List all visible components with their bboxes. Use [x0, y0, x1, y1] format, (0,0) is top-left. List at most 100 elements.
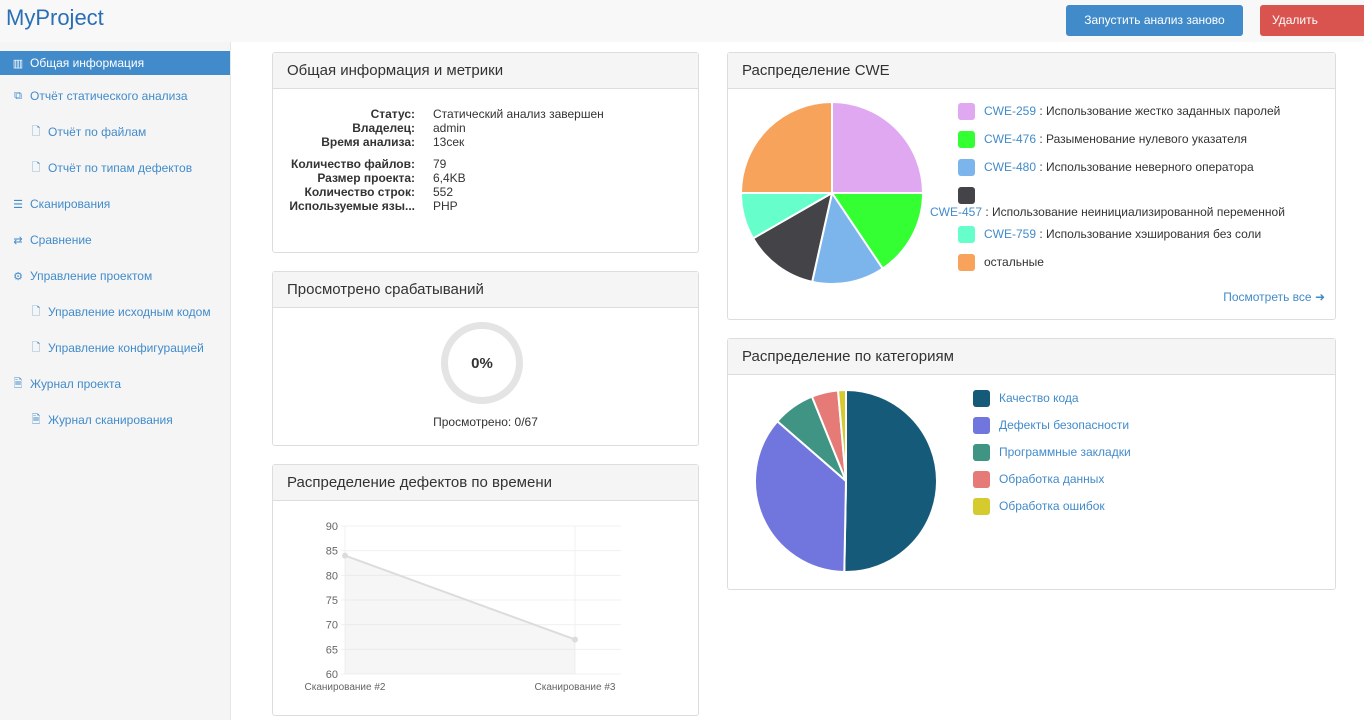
cwe-link[interactable]: CWE-480 [984, 160, 1037, 174]
pie-slice[interactable] [843, 388, 938, 573]
panel-title: Распределение CWE [728, 53, 1335, 89]
info-value: 552 [433, 185, 454, 199]
info-value: 6,4KB [433, 171, 466, 185]
info-value: 79 [433, 157, 447, 171]
info-row: Количество строк: 552 [273, 185, 698, 199]
legend-swatch [958, 103, 975, 120]
info-value: 13сек [433, 135, 465, 149]
y-tick-label: 75 [326, 595, 338, 607]
gear-icon: ⚙ [13, 270, 23, 283]
sidebar-item-label: Общая информация [30, 56, 145, 70]
file-icon: 🗋 [31, 161, 41, 174]
legend-swatch [958, 187, 975, 204]
y-tick-label: 60 [326, 669, 338, 681]
info-key: Используемые язы... [289, 199, 415, 213]
legend-swatch [973, 417, 990, 434]
categories-pie-chart [754, 388, 938, 574]
sidebar-item[interactable]: 🗋 Управление конфигурацией [0, 330, 230, 366]
sidebar-item[interactable]: 🗋 Отчёт по файлам [0, 114, 230, 150]
legend-swatch [973, 471, 990, 488]
info-value: PHP [433, 199, 458, 213]
sidebar-item[interactable]: 🗋 Управление исходным кодом [0, 294, 230, 330]
info-value: admin [433, 121, 466, 135]
legend-text: CWE-259 : Использование жестко заданных … [984, 103, 1280, 119]
sidebar: ▥ Общая информация ⧉ Отчёт статического ана… [0, 42, 231, 720]
y-tick-label: 65 [326, 644, 338, 656]
pie-slice[interactable] [831, 100, 925, 194]
sidebar-item[interactable]: ▥ Общая информация [0, 51, 230, 75]
data-point[interactable] [572, 636, 578, 643]
info-row: Размер проекта: 6,4KB [273, 171, 698, 185]
progress-percent: 0% [471, 354, 493, 372]
sidebar-item[interactable]: 🗎 Журнал сканирования [0, 402, 230, 438]
file-icon: 🗋 [31, 125, 41, 138]
cwe-description: : Разыменование нулевого указателя [1036, 132, 1247, 146]
legend-swatch [958, 131, 975, 148]
info-row: Количество файлов: 79 [273, 157, 698, 171]
arrow-circle-right-icon: ➜ [1314, 290, 1325, 304]
cwe-panel: Распределение CWE CWE-259 : Использовани… [727, 52, 1336, 320]
panel-title: Просмотрено срабатываний [273, 272, 698, 308]
legend-item: Дефекты безопасности [973, 417, 1131, 434]
cwe-description: : Использование хэширования без соли [1036, 227, 1262, 241]
sidebar-item[interactable]: ☰ Сканирования [0, 186, 230, 222]
reviewed-caption: Просмотрено: 0/67 [433, 415, 538, 429]
category-link[interactable]: Программные закладки [999, 445, 1131, 459]
cwe-link[interactable]: CWE-476 [984, 132, 1037, 146]
pie-slice[interactable] [830, 192, 925, 270]
info-key: Статус: [370, 107, 415, 121]
sidebar-item-label: Управление проектом [30, 269, 153, 283]
category-link[interactable]: Обработка ошибок [999, 499, 1105, 513]
panel-title: Распределение дефектов по времени [273, 465, 698, 501]
y-tick-label: 90 [326, 521, 338, 533]
copy-icon: ⧉ [14, 89, 22, 102]
pie-slice[interactable] [739, 100, 833, 194]
pie-slice[interactable] [836, 388, 847, 482]
info-row: Владелец: admin [273, 121, 698, 135]
cwe-link[interactable]: CWE-457 [930, 205, 983, 219]
cwe-link[interactable]: CWE-259 [984, 104, 1037, 118]
category-link[interactable]: Дефекты безопасности [999, 418, 1130, 432]
legend-item: CWE-480 : Использование неверного операт… [958, 159, 1328, 176]
area-fill [345, 555, 575, 674]
info-panel: Общая информация и метрики Статус: Статич… [272, 52, 699, 253]
pie-slice[interactable] [754, 419, 848, 574]
legend-swatch [958, 226, 975, 243]
pie-slice[interactable] [751, 191, 834, 284]
brand-title[interactable]: MyProject [6, 5, 104, 30]
view-all-label[interactable]: Посмотреть все [1223, 290, 1312, 304]
sidebar-item[interactable]: ⇄ Сравнение [0, 222, 230, 258]
categories-panel: Распределение по категориям Качество код… [727, 338, 1336, 590]
legend-text: CWE-759 : Использование хэширования без … [984, 226, 1261, 242]
file-icon: 🗋 [31, 341, 41, 354]
cwe-description: остальные [984, 255, 1044, 269]
sidebar-item-label: Управление исходным кодом [48, 305, 211, 319]
sidebar-item[interactable]: ⚙ Управление проектом [0, 258, 230, 294]
category-link[interactable]: Обработка данных [999, 472, 1105, 486]
sidebar-item[interactable]: 🗎 Журнал проекта [0, 366, 230, 402]
file-icon: 🗋 [31, 305, 41, 318]
rerun-analysis-button[interactable]: Запустить анализ заново [1066, 5, 1243, 36]
info-key: Время анализа: [321, 135, 415, 149]
cwe-link[interactable]: CWE-759 [984, 227, 1037, 241]
y-tick-label: 70 [326, 620, 338, 632]
legend-item: CWE-759 : Использование хэширования без … [958, 226, 1328, 243]
info-key: Владелец: [352, 121, 415, 135]
file-text-icon: 🗎 [13, 377, 23, 390]
sidebar-item[interactable]: 🗋 Отчёт по типам дефектов [0, 150, 230, 186]
legend-item: Программные закладки [973, 444, 1131, 461]
delete-project-button[interactable]: Удалить проект [1260, 5, 1364, 58]
data-point[interactable] [342, 552, 348, 559]
sidebar-item[interactable]: ⧉ Отчёт статического анализа [0, 78, 230, 114]
list-icon: ☰ [13, 198, 23, 211]
sidebar-item-label: Отчёт статического анализа [30, 89, 188, 103]
category-link[interactable]: Качество кода [999, 391, 1079, 405]
legend-text: CWE-480 : Использование неверного операт… [984, 159, 1254, 175]
legend-item: CWE-259 : Использование жестко заданных … [958, 103, 1328, 120]
pie-slice[interactable] [810, 190, 885, 285]
info-row: Используемые язы... PHP [273, 199, 698, 213]
cwe-legend: CWE-259 : Использование жестко заданных … [930, 103, 1328, 282]
view-all-link[interactable]: Посмотреть все ➜ [1223, 290, 1325, 304]
info-row: Статус: Статический анализ завершен [273, 107, 698, 121]
legend-swatch [973, 444, 990, 461]
